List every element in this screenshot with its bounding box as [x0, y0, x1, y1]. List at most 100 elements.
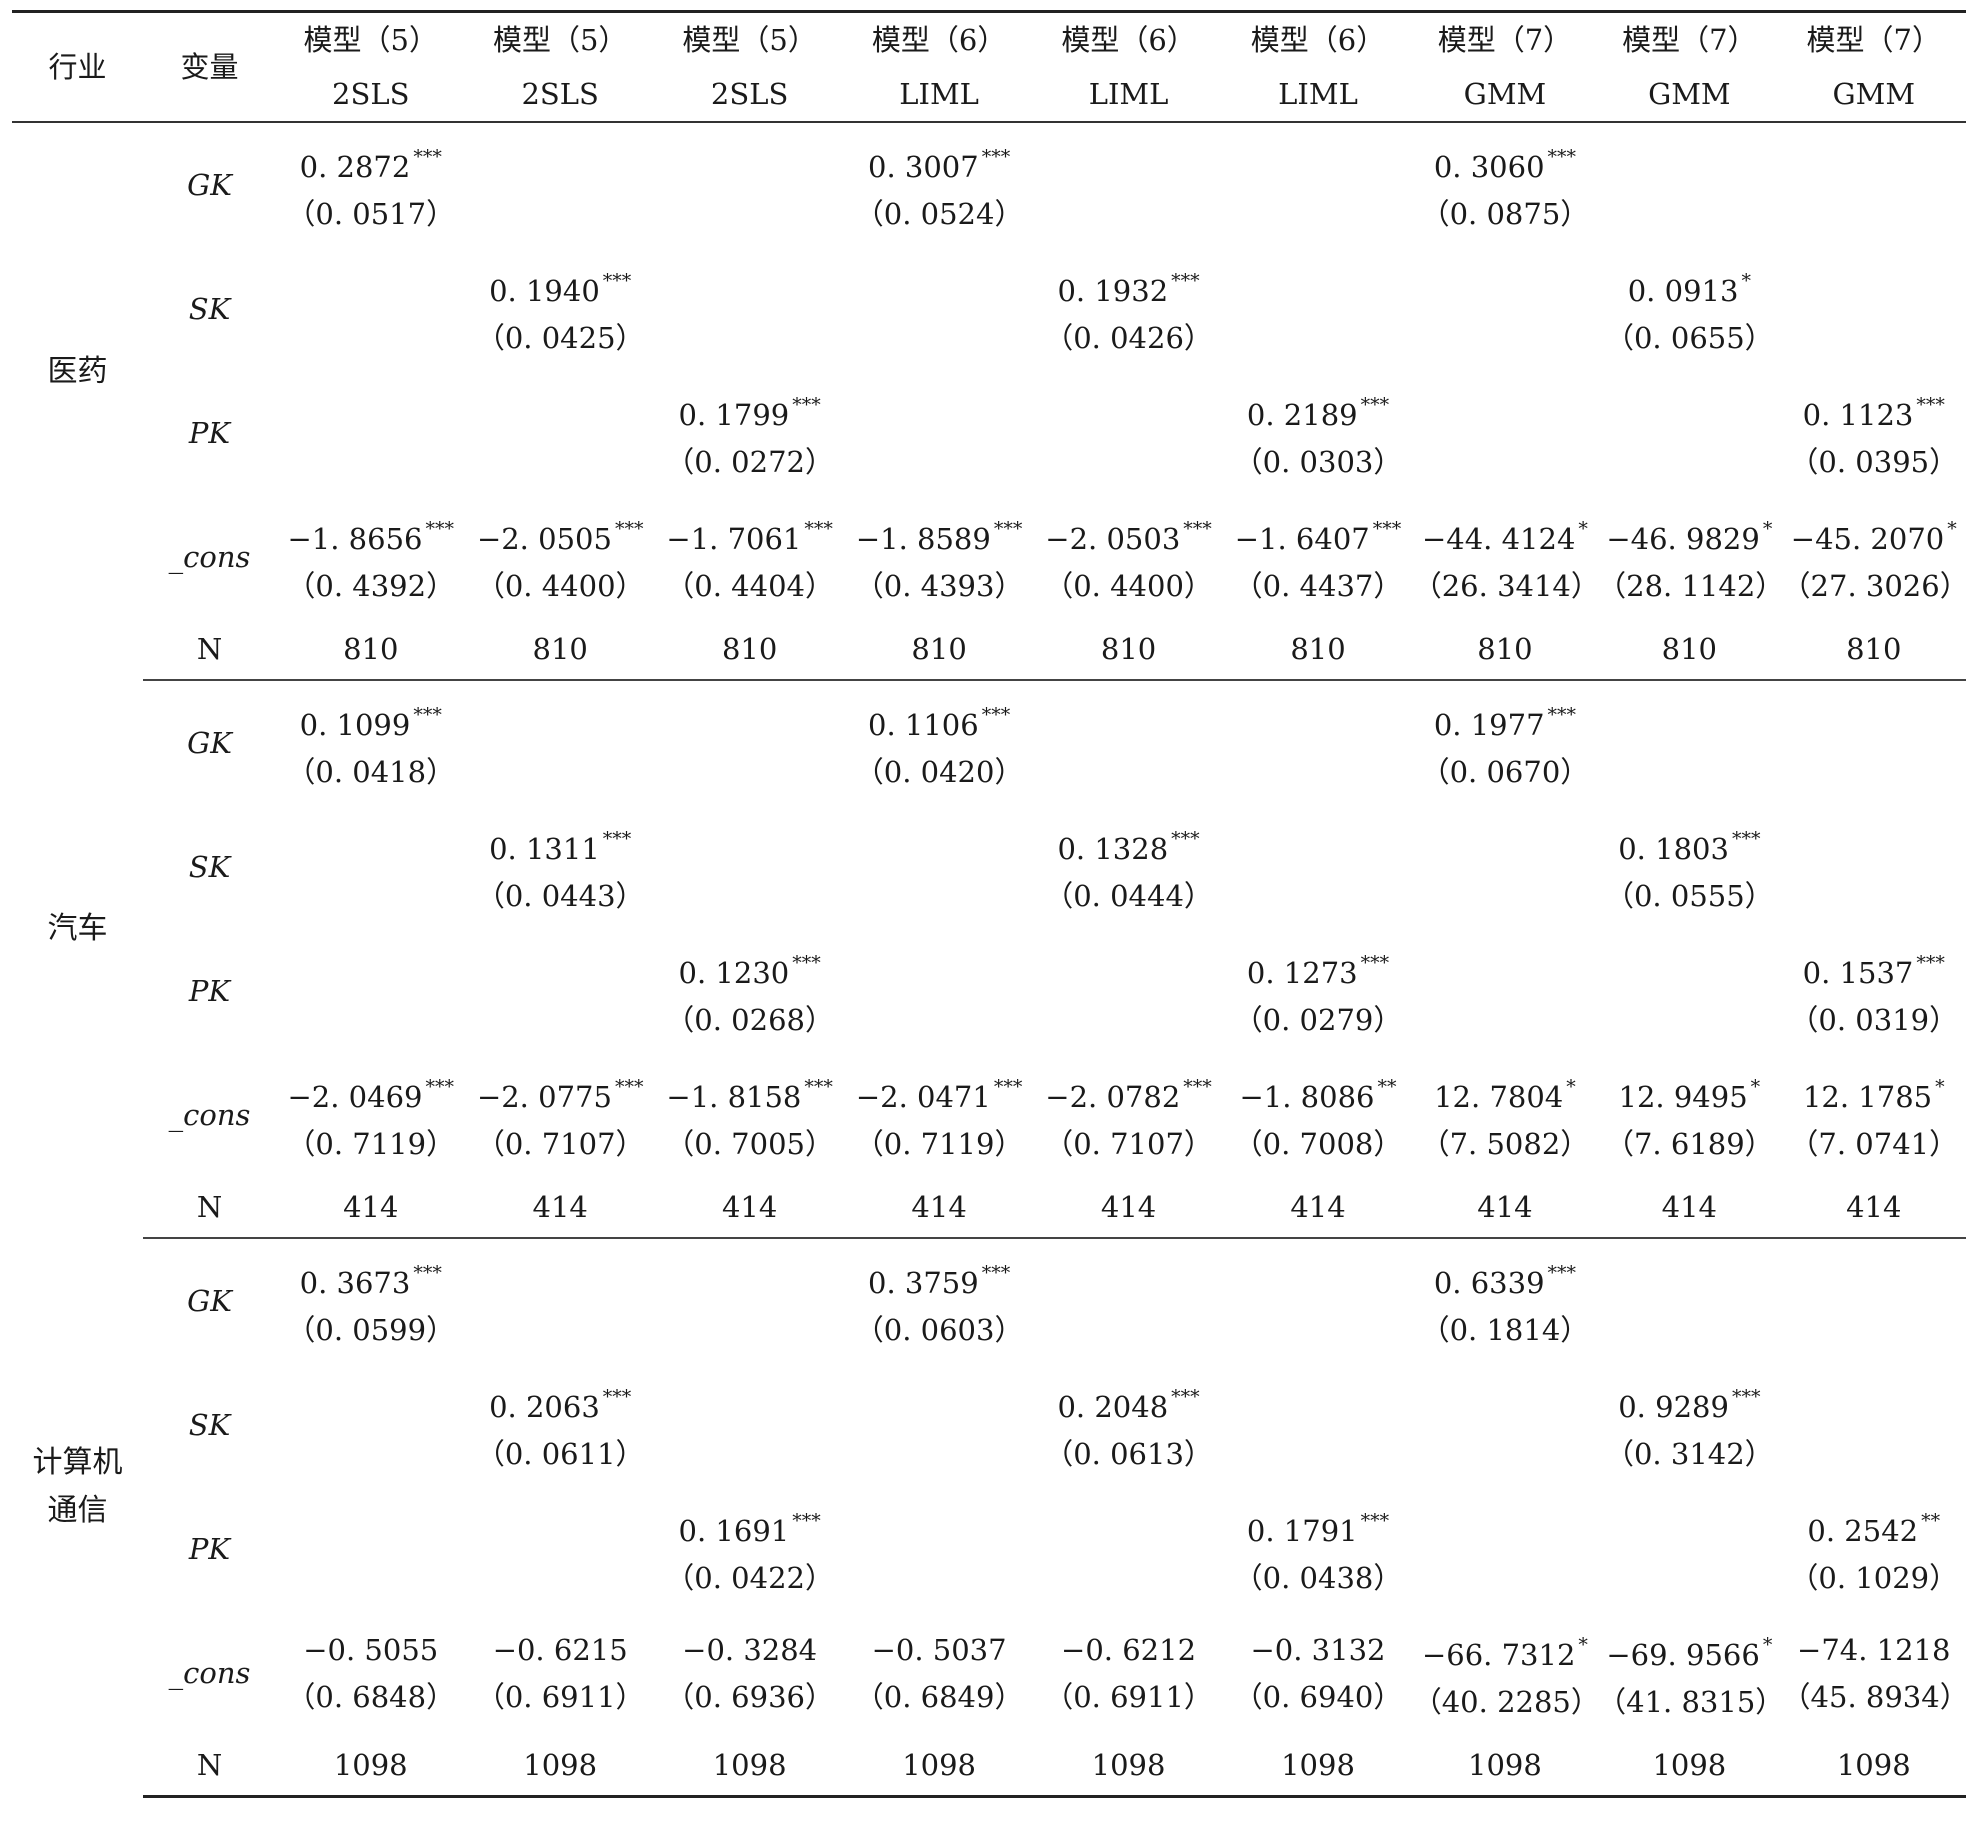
- header-model-9: 模型（7） GMM: [1781, 10, 1966, 123]
- coefficient: −2. 0503 ***: [1034, 505, 1223, 563]
- significance-stars: ***: [1171, 270, 1200, 292]
- n-value: 810: [1781, 619, 1966, 681]
- coefficient-value: 0. 3007: [868, 150, 979, 184]
- coef-cell: [1782, 1238, 1966, 1363]
- model-name: 模型（5）: [492, 23, 628, 57]
- coefficient-value: −1. 8086: [1239, 1080, 1375, 1114]
- coefficient-value: −2. 0782: [1045, 1080, 1181, 1114]
- standard-error: （0. 7107）: [475, 1127, 645, 1161]
- coef-cell: 0. 1932 *** （0. 0426）: [1034, 247, 1223, 371]
- n-value: 810: [276, 619, 466, 681]
- coefficient: −0. 3284: [655, 1626, 844, 1674]
- coef-cell: [276, 247, 465, 371]
- coef-cell: [1782, 247, 1966, 371]
- standard-error: （0. 0875）: [1420, 197, 1590, 231]
- header-model-3: 模型（5） 2SLS: [654, 10, 845, 123]
- coef-cell: [1597, 929, 1781, 1053]
- coef-cell: [1223, 1238, 1412, 1363]
- coefficient: −1. 6407 ***: [1223, 505, 1412, 563]
- coef-cell: [1034, 680, 1223, 805]
- coefficient: −1. 8158 ***: [655, 1063, 844, 1121]
- coefficient-value: −46. 9829: [1606, 522, 1760, 556]
- standard-error: （0. 4404）: [665, 569, 834, 603]
- coefficient: −1. 8656 ***: [276, 505, 465, 563]
- variable-name: PK: [188, 416, 231, 450]
- model-name: 模型（5）: [682, 23, 817, 57]
- n-value: 414: [844, 1177, 1034, 1239]
- standard-error: （0. 0319）: [1789, 1003, 1959, 1037]
- coef-cell: [1413, 805, 1597, 929]
- variable-name: GK: [187, 1284, 232, 1318]
- n-value: 1098: [1597, 1735, 1782, 1798]
- variable-name: _cons: [168, 540, 251, 574]
- coef-cell: [655, 805, 844, 929]
- standard-error: （0. 0438）: [1233, 1561, 1403, 1595]
- coefficient: 0. 2063 ***: [465, 1373, 654, 1431]
- coefficient: −69. 9566 *: [1597, 1621, 1781, 1679]
- standard-error: （0. 6848）: [286, 1680, 456, 1714]
- coef-cell: 0. 1940 *** （0. 0425）: [465, 247, 654, 371]
- coef-cell: [276, 1487, 465, 1611]
- coefficient-value: −0. 3284: [682, 1633, 818, 1667]
- model-method: GMM: [1648, 77, 1731, 111]
- coefficient-value: 0. 1273: [1246, 956, 1358, 990]
- coef-cell: [1223, 805, 1412, 929]
- significance-stars: ***: [413, 146, 442, 168]
- significance-stars: **: [1921, 1510, 1941, 1532]
- coef-cell: 0. 1230 *** （0. 0268）: [655, 929, 844, 1053]
- standard-error: （0. 0599）: [286, 1313, 456, 1347]
- coef-cell: 0. 1691 *** （0. 0422）: [655, 1487, 844, 1611]
- table-row: SK 0. 1311 *** （0. 0443） 0. 1328 *** （0. 0444）…: [12, 805, 1966, 929]
- model-method: 2SLS: [332, 77, 410, 111]
- coef-cell: [1597, 1487, 1781, 1611]
- coef-cell: [465, 929, 654, 1053]
- n-value: 414: [1223, 1177, 1413, 1239]
- coef-cell: 0. 1537 *** （0. 0319）: [1782, 929, 1966, 1053]
- coef-cell: 0. 3060 *** （0. 0875）: [1413, 122, 1597, 247]
- standard-error: （41. 8315）: [1597, 1685, 1785, 1719]
- coefficient-value: −1. 6407: [1234, 522, 1370, 556]
- coef-cell: −45. 2070 * （27. 3026）: [1782, 495, 1969, 619]
- coef-cell: [276, 1363, 465, 1487]
- coefficient-value: 0. 2872: [299, 150, 411, 184]
- coef-cell: [1597, 1238, 1781, 1363]
- coef-cell: [655, 680, 844, 805]
- coef-cell: [1223, 1363, 1412, 1487]
- significance-stars: ***: [1372, 518, 1402, 540]
- coefficient-value: 0. 1977: [1433, 708, 1545, 742]
- coefficient-value: 0. 1791: [1246, 1514, 1358, 1548]
- coefficient-value: −2. 0775: [476, 1080, 612, 1114]
- n-value: 414: [276, 1177, 466, 1239]
- industry-name: 通信: [47, 1493, 108, 1529]
- coefficient-value: −66. 7312: [1421, 1638, 1576, 1672]
- industry-group: 医药 GK 0. 2872 *** （0. 0517） 0. 3007 *** （0. 052…: [12, 122, 1969, 681]
- standard-error: （0. 1814）: [1420, 1313, 1590, 1347]
- coefficient-value: 0. 2542: [1807, 1514, 1919, 1548]
- variable-name: GK: [187, 168, 232, 202]
- table-row: SK 0. 1940 *** （0. 0425） 0. 1932 *** （0. 0426）…: [12, 247, 1966, 371]
- coef-cell: −1. 8086 ** （0. 7008）: [1223, 1053, 1412, 1177]
- variable-name: SK: [188, 1408, 231, 1442]
- coefficient: 0. 1273 ***: [1223, 939, 1412, 997]
- coefficient-value: −1. 8589: [855, 522, 991, 556]
- coef-cell: −1. 8158 *** （0. 7005）: [655, 1053, 844, 1177]
- coefficient-value: 0. 2189: [1246, 398, 1358, 432]
- n-label: N: [143, 1735, 277, 1798]
- n-value: 810: [844, 619, 1034, 681]
- significance-stars: ***: [1547, 1262, 1577, 1284]
- standard-error: （0. 0670）: [1420, 755, 1590, 789]
- coef-cell: 0. 2872 *** （0. 0517）: [276, 122, 465, 247]
- coef-cell: 0. 0913 * （0. 0655）: [1597, 247, 1781, 371]
- coef-cell: 0. 9289 *** （0. 3142）: [1597, 1363, 1781, 1487]
- variable-name: SK: [188, 292, 231, 326]
- coefficient-value: −0. 5055: [303, 1633, 439, 1667]
- coefficient: −45. 2070 *: [1782, 505, 1966, 563]
- coefficient: 0. 1537 ***: [1782, 939, 1966, 997]
- coefficient: −2. 0505 ***: [465, 505, 654, 563]
- coef-cell: 0. 3007 *** （0. 0524）: [844, 122, 1033, 247]
- header-industry: 行业: [12, 10, 143, 123]
- coef-cell: [1034, 1238, 1223, 1363]
- significance-stars: ***: [981, 704, 1011, 726]
- coef-cell: 12. 7804 * （7. 5082）: [1413, 1053, 1597, 1177]
- standard-error: （0. 4400）: [1044, 569, 1213, 603]
